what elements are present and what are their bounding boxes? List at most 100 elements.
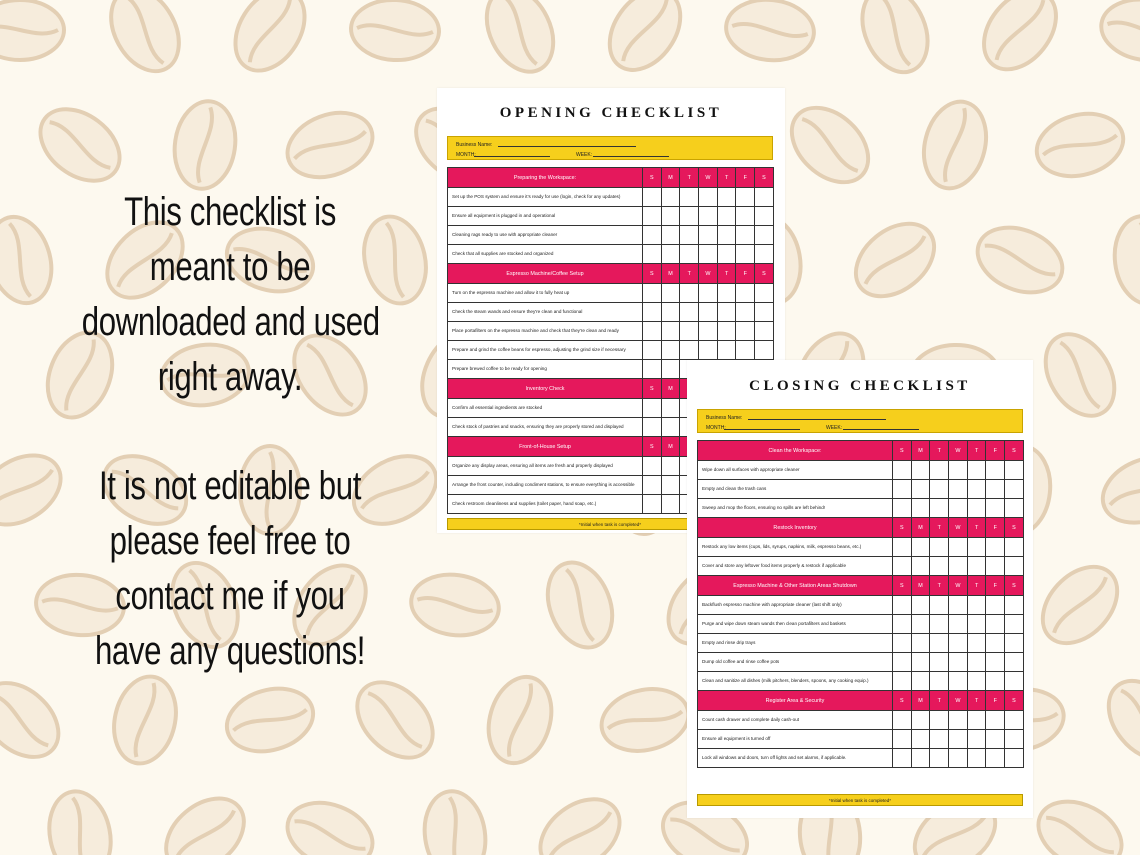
section-title: Clean the Workspace: xyxy=(697,440,893,461)
check-cell xyxy=(948,556,968,576)
check-cell xyxy=(966,595,987,615)
check-cell xyxy=(735,283,756,303)
day-label: T xyxy=(716,263,737,284)
bean xyxy=(1106,678,1140,762)
check-cell xyxy=(948,729,968,749)
bean xyxy=(545,560,615,650)
bean xyxy=(105,220,185,300)
task-row: Empty and clean the trash cans xyxy=(697,479,1024,499)
day-label: F xyxy=(985,575,1006,596)
bean xyxy=(47,789,113,855)
bean xyxy=(233,0,307,73)
day-label: W xyxy=(948,517,968,538)
day-label: F xyxy=(985,440,1006,461)
day-label: T xyxy=(929,690,950,711)
check-cell xyxy=(660,187,681,207)
bean xyxy=(853,221,937,299)
bean xyxy=(34,572,126,638)
check-cell xyxy=(929,748,950,768)
check-cell xyxy=(929,537,950,557)
day-label: M xyxy=(910,575,931,596)
task-text: Place portafilters on the espresso machi… xyxy=(447,321,643,341)
section-header: Preparing the Workspace: S M T W T F S xyxy=(447,167,774,188)
day-label: F xyxy=(735,263,756,284)
task-row: Set up the POS system and ensure it's re… xyxy=(447,187,774,207)
check-cell xyxy=(660,398,681,418)
bean xyxy=(538,797,622,855)
check-cell xyxy=(735,244,756,264)
check-cell xyxy=(716,244,737,264)
task-text: Arrange the front counter, including con… xyxy=(447,475,643,495)
task-text: Sweep and mop the floors, ensuring no sp… xyxy=(697,498,893,518)
section-header: Espresso Machine & Other Station Areas S… xyxy=(697,575,1024,596)
task-row: Cover and store any leftover food items … xyxy=(697,556,1024,576)
section-title: Preparing the Workspace: xyxy=(447,167,643,188)
task-row: Backflush espresso machine with appropri… xyxy=(697,595,1024,615)
task-text: Dump old coffee and rinse coffee pots xyxy=(697,652,893,672)
day-label: M xyxy=(660,378,681,399)
check-cell xyxy=(929,595,950,615)
task-row: Empty and rinse drip trays xyxy=(697,633,1024,653)
day-label: S xyxy=(1004,440,1024,461)
check-cell xyxy=(948,614,968,634)
check-cell xyxy=(698,206,718,226)
check-cell xyxy=(735,187,756,207)
day-label: T xyxy=(966,440,987,461)
check-cell xyxy=(754,244,774,264)
check-cell xyxy=(716,206,737,226)
check-cell xyxy=(910,479,931,499)
check-cell xyxy=(1004,537,1024,557)
text-line: have any questions! xyxy=(94,629,366,673)
day-label: F xyxy=(985,690,1006,711)
task-text: Empty and clean the trash cans xyxy=(697,479,893,499)
check-cell xyxy=(910,710,931,730)
bean xyxy=(285,800,375,855)
check-cell xyxy=(660,359,681,379)
check-cell xyxy=(985,748,1006,768)
check-cell xyxy=(985,729,1006,749)
check-cell xyxy=(929,729,950,749)
task-text: Lock all windows and doors, turn off lig… xyxy=(697,748,893,768)
check-cell xyxy=(716,283,737,303)
bean xyxy=(486,674,554,766)
bean xyxy=(0,681,61,759)
check-cell xyxy=(698,340,718,360)
bean xyxy=(409,572,501,638)
check-cell xyxy=(966,710,987,730)
day-label: M xyxy=(660,167,681,188)
task-text: Check the steam wands and ensure they're… xyxy=(447,302,643,322)
day-label: S xyxy=(642,263,662,284)
check-cell xyxy=(642,225,662,245)
form-blank xyxy=(748,414,886,420)
check-cell xyxy=(642,475,662,495)
check-cell xyxy=(910,614,931,634)
bean xyxy=(292,563,368,647)
check-cell xyxy=(910,671,931,691)
check-cell xyxy=(679,187,700,207)
task-row: Dump old coffee and rinse coffee pots xyxy=(697,652,1024,672)
task-text: Prepare and grind the coffee beans for e… xyxy=(447,340,643,360)
check-cell xyxy=(679,321,700,341)
form-label: Business Name: xyxy=(456,142,493,148)
check-cell xyxy=(948,479,968,499)
check-cell xyxy=(735,302,756,322)
checklist-table: Clean the Workspace: S M T W T F S Wipe down all… xyxy=(697,440,1024,768)
check-cell xyxy=(910,537,931,557)
bean xyxy=(351,454,439,526)
form-label: WEEK: xyxy=(576,152,593,158)
task-row: Count cash drawer and complete daily cas… xyxy=(697,710,1024,730)
form-blank xyxy=(498,141,636,147)
check-cell xyxy=(642,302,662,322)
task-text: Turn on the espresso machine and allow i… xyxy=(447,283,643,303)
section-title: Restock Inventory xyxy=(697,517,893,538)
bean xyxy=(0,0,66,62)
section-header: Espresso Machine/Coffee Setup S M T W T F S xyxy=(447,263,774,284)
form-box: Business Name: MONTH: WEEK: xyxy=(447,136,773,160)
form-blank xyxy=(724,424,800,430)
day-label: S xyxy=(642,167,662,188)
check-cell xyxy=(660,340,681,360)
form-blank xyxy=(843,424,919,430)
bean xyxy=(362,214,428,306)
check-cell xyxy=(929,498,950,518)
